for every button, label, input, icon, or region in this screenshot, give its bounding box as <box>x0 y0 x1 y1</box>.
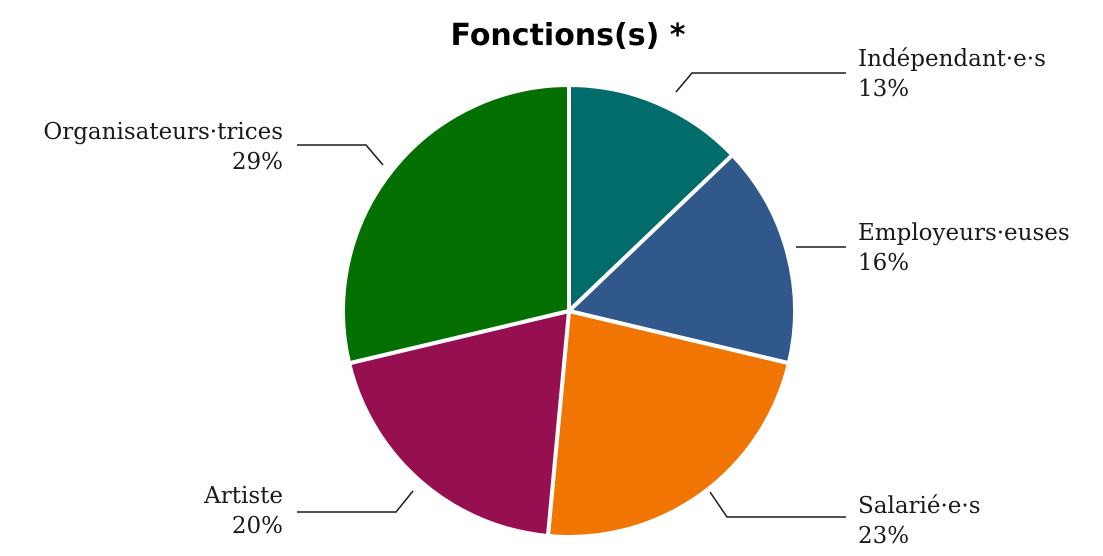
leader-line-artiste <box>297 490 414 513</box>
pie-slice-employeurs-euses <box>567 152 797 366</box>
leader-line-independant-e-s <box>675 72 846 93</box>
chart-title: Fonctions(s) * <box>451 18 686 53</box>
slice-value-label-employeurs-euses: 16% <box>858 250 909 276</box>
pie-slice-artiste <box>347 309 571 539</box>
pie-slice-independant-e-s <box>567 83 735 313</box>
leader-line-organisateurs-trices <box>297 144 384 166</box>
slice-value-label-organisateurs-trices: 29% <box>232 149 283 175</box>
slice-value-label-salarie-e-s: 23% <box>858 523 909 549</box>
slice-label-independant-e-s: Indépendant·e·s <box>858 46 1046 72</box>
pie-slice-salarie-e-s <box>545 309 791 539</box>
slice-label-salarie-e-s: Salarié·e·s <box>858 493 981 519</box>
pie-slices <box>341 83 797 539</box>
leader-lines <box>297 72 846 518</box>
slice-label-employeurs-euses: Employeurs·euses <box>858 220 1070 246</box>
slice-labels: Indépendant·e·s 13% Employeurs·euses 16% Sal… <box>43 46 1069 549</box>
slice-label-artiste: Artiste <box>203 483 283 509</box>
slice-value-label-artiste: 20% <box>232 513 283 539</box>
pie-slice-organisateurs-trices <box>341 83 571 366</box>
leader-line-salarie-e-s <box>709 491 846 518</box>
slice-label-organisateurs-trices: Organisateurs·trices <box>43 119 283 145</box>
slice-value-label-independant-e-s: 13% <box>858 76 909 102</box>
